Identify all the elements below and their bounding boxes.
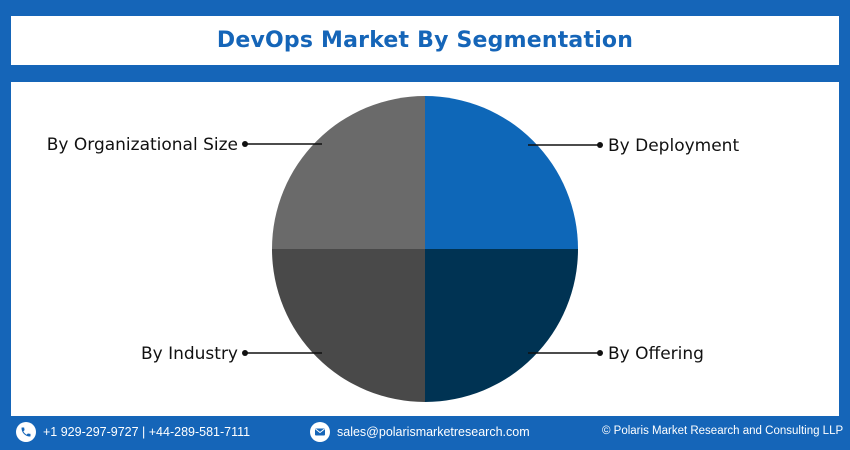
phone-text: +1 929-297-9727 | +44-289-581-7111 <box>43 425 251 439</box>
pie-slice-by-offering <box>425 249 578 402</box>
footer-phone: +1 929-297-9727 | +44-289-581-7111 <box>16 422 250 442</box>
chart-panel: By Deployment By Offering By Industry By Or… <box>11 82 839 416</box>
pie-slice-by-organizational-size <box>272 96 425 249</box>
phone-icon <box>16 422 36 442</box>
leader-dot <box>242 350 248 356</box>
email-text[interactable]: sales@polarismarketresearch.com <box>337 425 530 439</box>
footer-copyright: © Polaris Market Research and Consulting… <box>602 425 843 437</box>
title-bar: DevOps Market By Segmentation <box>11 16 839 65</box>
email-icon <box>310 422 330 442</box>
leader-dot <box>597 142 603 148</box>
pie-chart: By Deployment By Offering By Industry By Or… <box>47 96 739 402</box>
footer: +1 929-297-9727 | +44-289-581-7111 sales… <box>0 416 850 450</box>
pie-slice-by-industry <box>272 249 425 402</box>
slice-label: By Offering <box>608 344 704 364</box>
leader-dot <box>242 141 248 147</box>
page-title: DevOps Market By Segmentation <box>216 28 634 53</box>
copyright-text: © Polaris Market Research and Consulting… <box>602 425 844 437</box>
leader-dot <box>597 350 603 356</box>
pie-slice-by-deployment <box>425 96 578 249</box>
slice-label: By Organizational Size <box>47 135 238 155</box>
slice-label: By Industry <box>141 344 238 364</box>
footer-email: sales@polarismarketresearch.com <box>310 422 530 442</box>
slice-label: By Deployment <box>608 136 739 156</box>
